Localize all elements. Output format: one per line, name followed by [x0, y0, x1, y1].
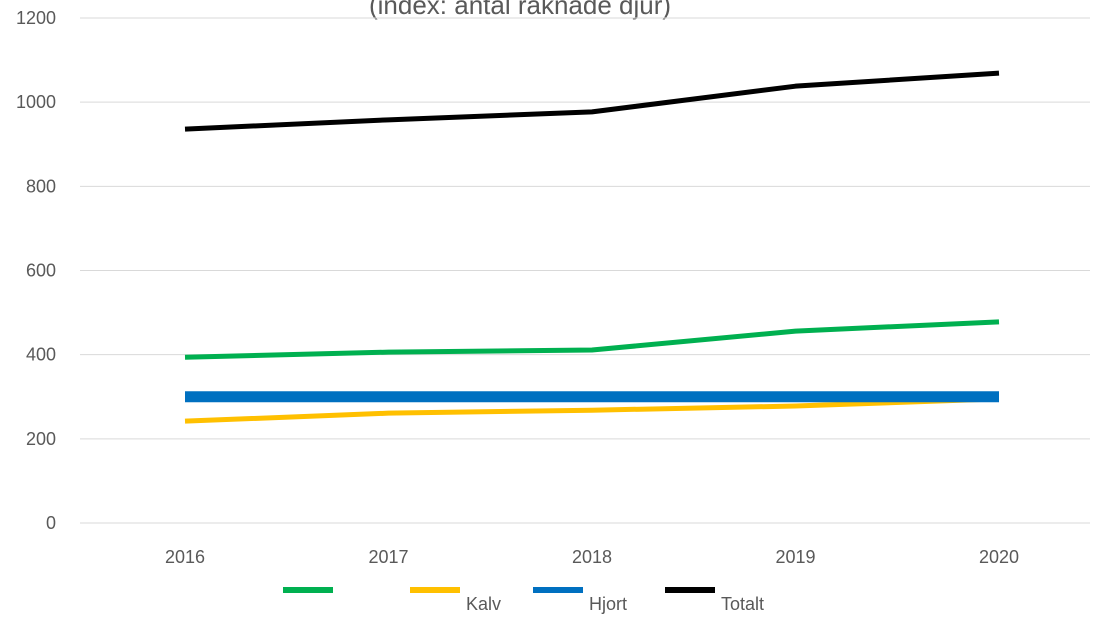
legend-label: Hjort: [589, 594, 627, 614]
series-line: [184, 70, 1000, 132]
y-tick-label: 0: [46, 513, 56, 533]
x-tick-label: 2018: [572, 547, 612, 567]
chart-subtitle: (index: antal räknade djur): [369, 0, 671, 20]
legend-label: Kalv: [466, 594, 501, 614]
y-tick-label: 600: [26, 261, 56, 281]
series-line: [184, 319, 1000, 360]
y-tick-label: 200: [26, 429, 56, 449]
y-tick-label: 1200: [16, 8, 56, 28]
x-tick-label: 2020: [979, 547, 1019, 567]
series-line: [184, 396, 1000, 424]
x-tick-label: 2016: [165, 547, 205, 567]
x-tick-label: 2017: [368, 547, 408, 567]
y-tick-label: 400: [26, 345, 56, 365]
x-tick-label: 2019: [775, 547, 815, 567]
y-tick-label: 1000: [16, 92, 56, 112]
legend-label: Totalt: [721, 594, 764, 614]
y-tick-label: 800: [26, 176, 56, 196]
